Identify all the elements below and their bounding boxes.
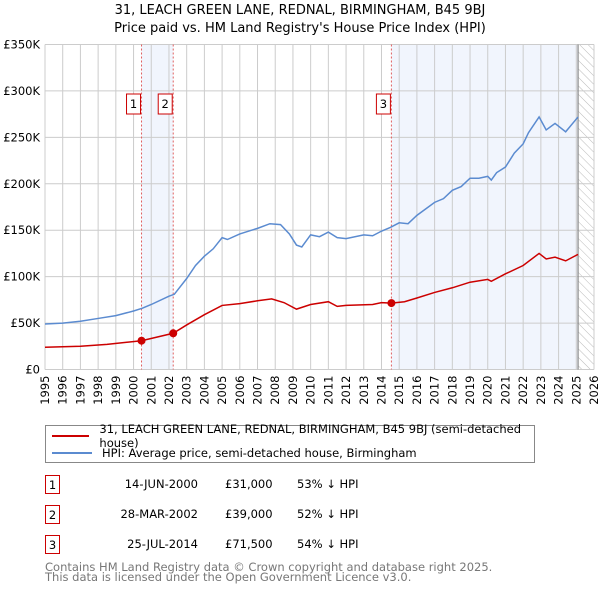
legend-label: 31, LEACH GREEN LANE, REDNAL, BIRMINGHAM… [99,422,522,450]
price-chart: 1995 1996 1997 1998 1999 2000 2001 2002 2003 2004… [3,38,600,405]
x-tick-label: 2025 [569,376,583,405]
x-tick-label: 1996 [56,376,70,405]
sale-hpi-diff: 53% ↓ HPI [297,477,359,491]
sale-price: £39,000 [225,507,273,521]
sale-label: 2 [162,97,169,111]
sale-price: £31,000 [225,477,273,491]
sale-label: 3 [380,97,387,111]
forecast-hatch [578,44,594,370]
sale-point [169,329,178,338]
x-tick-label: 2022 [516,376,530,405]
footer-licence: This data is licensed under the Open Gov… [45,570,412,584]
sale-price: £71,500 [225,537,273,551]
chart-title: 31, LEACH GREEN LANE, REDNAL, BIRMINGHAM… [114,3,486,18]
x-tick-label: 2010 [304,376,318,405]
x-tick-label: 2000 [127,376,141,405]
x-tick-label: 2009 [286,376,300,405]
x-tick-label: 1997 [73,376,87,405]
x-tick-label: 2026 [587,376,600,405]
y-tick-label: £200K [3,177,40,191]
sale-date: 28-MAR-2002 [120,507,198,521]
x-tick-label: 2002 [162,376,176,405]
sale-date: 25-JUL-2014 [127,537,198,551]
sale-marker-box: 2 [45,505,60,524]
sale-label-box [126,93,142,115]
legend: 31, LEACH GREEN LANE, REDNAL, BIRMINGHAM… [45,422,535,463]
x-tick-label: 1995 [38,376,52,405]
shaded-period [391,44,579,370]
sale-hpi-diff: 52% ↓ HPI [297,507,359,521]
shaded-period [141,44,174,370]
x-tick-label: 2020 [481,376,495,405]
sale-point [387,299,396,308]
y-tick-label: £150K [3,223,40,237]
y-tick-label: £300K [3,84,40,98]
x-tick-label: 2003 [180,376,194,405]
legend-swatch-blue [52,452,92,454]
x-tick-label: 2007 [251,376,265,405]
sale-point [137,336,146,345]
y-tick-label: £0 [25,363,40,377]
x-tick-label: 2017 [428,376,442,405]
y-tick-label: £350K [3,38,40,52]
sale-hpi-diff: 54% ↓ HPI [297,537,359,551]
sale-label-box [375,93,391,115]
x-tick-label: 2016 [410,376,424,405]
y-tick-label: £50K [11,316,41,330]
x-tick-label: 2018 [445,376,459,405]
sale-marker-box: 3 [45,535,60,554]
x-tick-label: 2006 [233,376,247,405]
x-tick-label: 2013 [357,376,371,405]
x-tick-label: 1999 [109,376,123,405]
sale-label-box [157,93,173,115]
legend-item-hpi: HPI: Average price, semi-detached house,… [46,445,417,461]
x-tick-label: 1998 [91,376,105,405]
x-tick-label: 2005 [215,376,229,405]
property-price-line [44,252,579,348]
y-tick-label: £250K [3,130,40,144]
sale-label: 1 [130,97,137,111]
x-tick-label: 2023 [534,376,548,405]
x-tick-label: 2014 [374,376,388,405]
x-tick-label: 2024 [552,376,566,405]
x-tick-label: 2011 [321,376,335,405]
x-tick-label: 2001 [144,376,158,405]
legend-label: HPI: Average price, semi-detached house,… [102,446,417,460]
x-tick-label: 2004 [197,376,211,405]
hpi-line [44,115,579,325]
x-tick-label: 2012 [339,376,353,405]
x-tick-label: 2015 [392,376,406,405]
x-tick-label: 2008 [268,376,282,405]
y-tick-label: £100K [3,270,40,284]
footer-copyright: Contains HM Land Registry data © Crown c… [45,560,493,574]
legend-swatch-red [52,435,90,437]
x-tick-label: 2019 [463,376,477,405]
legend-item-property: 31, LEACH GREEN LANE, REDNAL, BIRMINGHAM… [46,422,534,450]
chart-subtitle: Price paid vs. HM Land Registry's House … [114,21,486,36]
sale-marker-box: 1 [45,475,60,494]
x-tick-label: 2021 [498,376,512,405]
sale-date: 14-JUN-2000 [124,477,198,491]
